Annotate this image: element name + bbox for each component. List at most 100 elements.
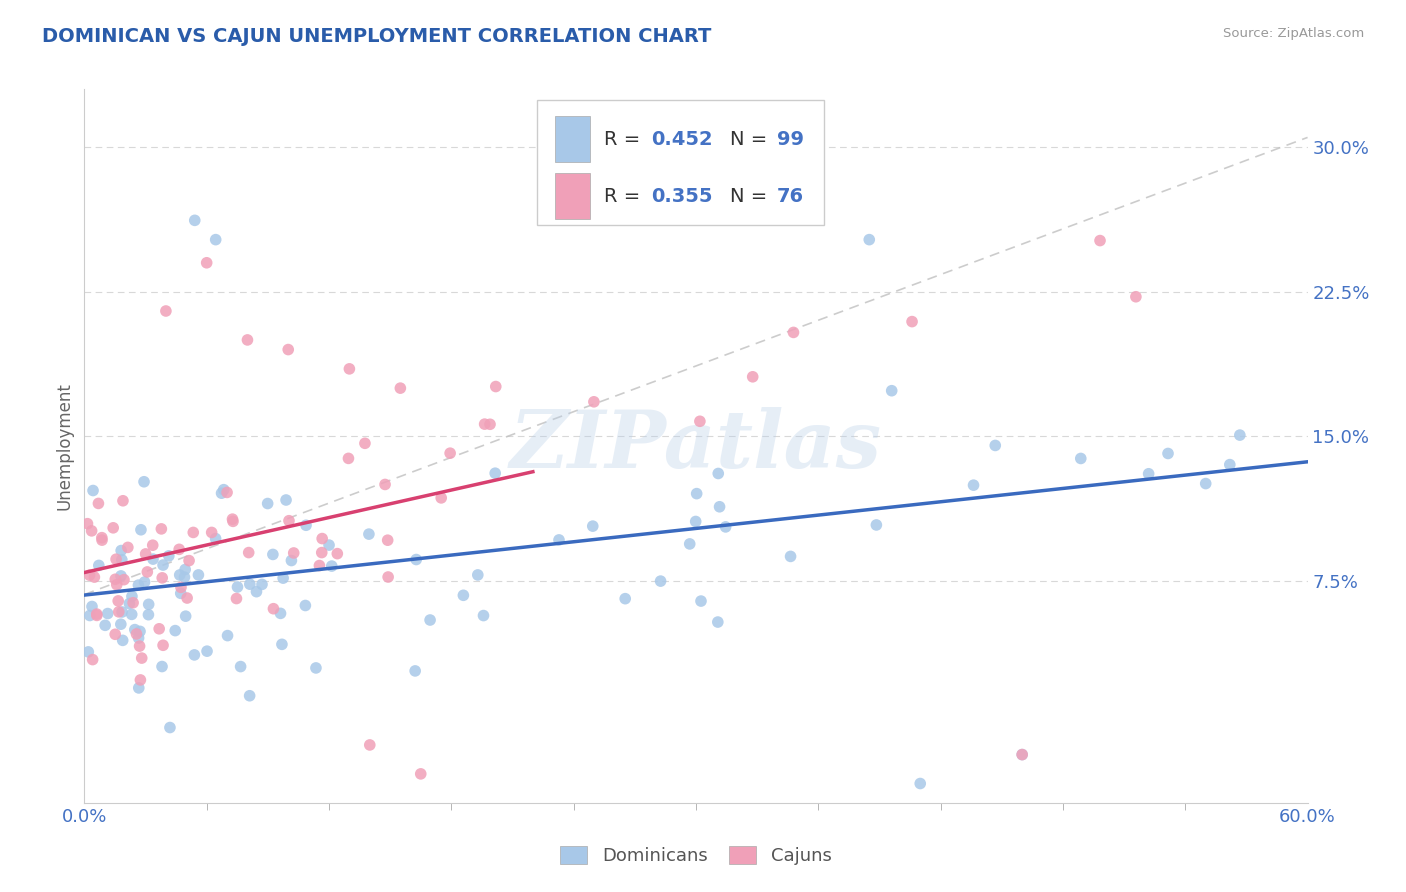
Point bbox=[128, 639, 150, 653]
Point bbox=[582, 519, 605, 533]
Text: 0.452: 0.452 bbox=[651, 129, 713, 149]
Point bbox=[650, 574, 672, 588]
Point bbox=[212, 483, 235, 497]
Point bbox=[679, 537, 702, 551]
Point bbox=[76, 516, 98, 531]
Point bbox=[389, 381, 412, 395]
Point bbox=[405, 552, 427, 566]
Point bbox=[707, 615, 730, 629]
Point bbox=[880, 384, 903, 398]
Point bbox=[1157, 446, 1180, 460]
Point bbox=[165, 624, 187, 638]
Text: N =: N = bbox=[730, 186, 773, 206]
Point bbox=[404, 664, 426, 678]
Point bbox=[582, 394, 605, 409]
Point bbox=[201, 525, 224, 540]
Point bbox=[339, 362, 361, 376]
Point bbox=[685, 486, 707, 500]
Point bbox=[354, 436, 377, 450]
Point bbox=[87, 558, 110, 573]
Legend: Dominicans, Cajuns: Dominicans, Cajuns bbox=[553, 839, 839, 872]
Point bbox=[321, 559, 343, 574]
Point bbox=[419, 613, 441, 627]
Point bbox=[1125, 290, 1147, 304]
Point bbox=[195, 644, 218, 658]
Point bbox=[90, 531, 112, 545]
Point bbox=[155, 304, 177, 318]
Point bbox=[104, 572, 127, 586]
Point bbox=[86, 608, 108, 623]
Point bbox=[79, 608, 101, 623]
Point bbox=[111, 605, 134, 619]
Text: DOMINICAN VS CAJUN UNEMPLOYMENT CORRELATION CHART: DOMINICAN VS CAJUN UNEMPLOYMENT CORRELAT… bbox=[42, 27, 711, 45]
Point bbox=[110, 569, 132, 583]
Point bbox=[479, 417, 502, 432]
Point bbox=[159, 721, 181, 735]
Point bbox=[308, 558, 330, 573]
Point bbox=[225, 591, 247, 606]
Point bbox=[239, 577, 262, 591]
Point bbox=[204, 532, 226, 546]
Point bbox=[779, 549, 801, 564]
Point bbox=[374, 477, 396, 491]
Point bbox=[858, 233, 880, 247]
Point bbox=[132, 475, 155, 489]
Point bbox=[87, 496, 110, 510]
Point bbox=[117, 541, 139, 555]
Bar bbox=[555, 116, 589, 162]
Point bbox=[685, 515, 707, 529]
Point bbox=[239, 689, 262, 703]
Point bbox=[128, 681, 150, 695]
Point bbox=[121, 589, 143, 603]
Point bbox=[467, 568, 489, 582]
Text: R =: R = bbox=[605, 186, 647, 206]
Point bbox=[305, 661, 328, 675]
Point bbox=[1070, 451, 1092, 466]
Point bbox=[111, 493, 134, 508]
Point bbox=[229, 659, 252, 673]
Point bbox=[94, 618, 117, 632]
Point bbox=[690, 594, 713, 608]
Text: 0.355: 0.355 bbox=[651, 186, 713, 206]
Point bbox=[741, 369, 763, 384]
Point bbox=[134, 575, 156, 590]
Point bbox=[204, 233, 226, 247]
Point bbox=[110, 543, 132, 558]
Point bbox=[174, 562, 197, 576]
Point bbox=[103, 521, 125, 535]
Text: N =: N = bbox=[730, 129, 773, 149]
Point bbox=[195, 256, 218, 270]
Point bbox=[326, 547, 349, 561]
Point bbox=[174, 609, 197, 624]
Point bbox=[714, 520, 737, 534]
Point bbox=[170, 586, 193, 600]
Point bbox=[245, 584, 267, 599]
Point bbox=[157, 549, 180, 563]
Point bbox=[271, 571, 294, 585]
Point bbox=[1088, 234, 1111, 248]
Point bbox=[79, 568, 101, 582]
Point bbox=[121, 607, 143, 622]
Point bbox=[82, 652, 104, 666]
Point bbox=[127, 578, 149, 592]
Point bbox=[82, 483, 104, 498]
Point bbox=[217, 629, 239, 643]
Point bbox=[83, 570, 105, 584]
Point bbox=[709, 500, 731, 514]
Point bbox=[1229, 428, 1251, 442]
Point bbox=[129, 673, 152, 687]
Point bbox=[129, 523, 152, 537]
Point bbox=[294, 599, 316, 613]
Point bbox=[135, 547, 157, 561]
Point bbox=[80, 599, 103, 614]
Text: ZIPatlas: ZIPatlas bbox=[510, 408, 882, 484]
Point bbox=[271, 637, 294, 651]
Bar bbox=[537, 100, 824, 225]
Point bbox=[226, 580, 249, 594]
Point bbox=[122, 596, 145, 610]
Point bbox=[221, 512, 243, 526]
Point bbox=[274, 493, 297, 508]
Point bbox=[984, 438, 1007, 452]
Point bbox=[111, 553, 134, 567]
Point bbox=[865, 518, 887, 533]
